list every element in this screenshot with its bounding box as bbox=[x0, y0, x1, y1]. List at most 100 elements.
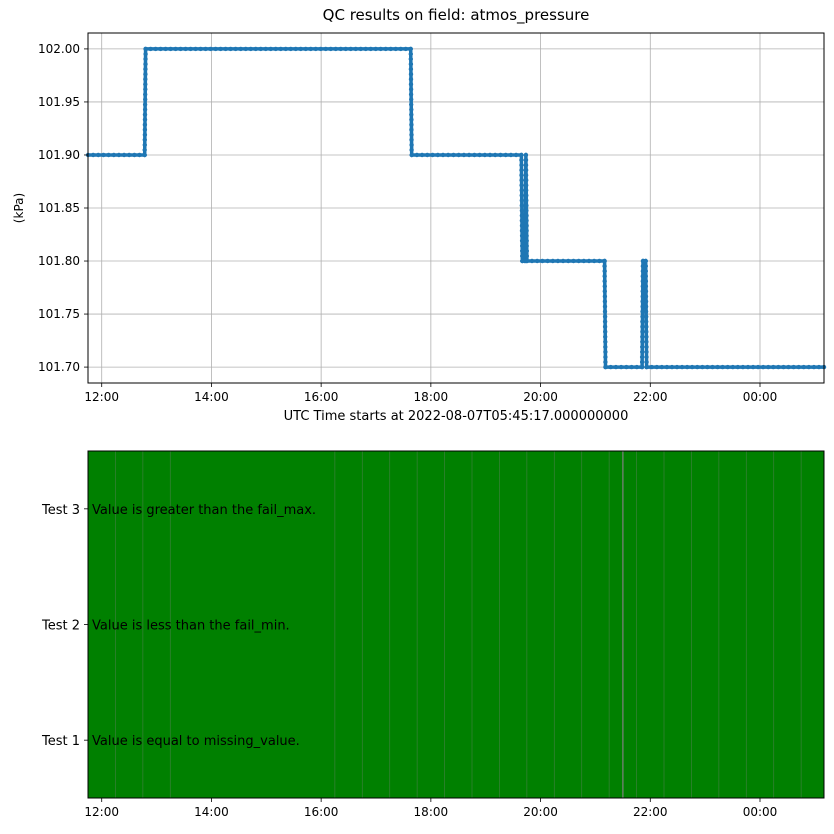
data-point bbox=[446, 152, 451, 158]
data-point bbox=[602, 289, 607, 294]
data-point bbox=[644, 319, 649, 324]
data-point bbox=[228, 46, 233, 52]
data-point bbox=[461, 152, 467, 158]
pressure-line-chart: QC results on field: atmos_pressure 12:0… bbox=[12, 6, 827, 424]
data-point bbox=[477, 152, 482, 158]
data-point bbox=[602, 263, 607, 269]
data-point bbox=[643, 268, 648, 274]
data-point bbox=[393, 46, 398, 52]
data-point bbox=[801, 364, 806, 370]
data-point bbox=[519, 218, 525, 223]
data-point bbox=[178, 46, 183, 52]
data-point bbox=[408, 66, 414, 72]
data-point bbox=[288, 46, 293, 52]
data-point bbox=[143, 51, 148, 57]
data-point bbox=[513, 152, 519, 158]
y-tick-label: 101.90 bbox=[38, 148, 80, 162]
data-point bbox=[142, 137, 147, 142]
data-point bbox=[644, 324, 649, 329]
data-point bbox=[705, 364, 710, 370]
pressure-x-axis: 12:00 14:00 16:00 18:00 20:00 22:00 00:00 bbox=[84, 383, 777, 404]
data-point bbox=[624, 364, 629, 370]
data-point bbox=[602, 314, 608, 319]
data-point bbox=[644, 354, 649, 360]
data-point bbox=[529, 258, 535, 264]
data-point bbox=[643, 299, 649, 304]
data-point bbox=[142, 127, 148, 132]
data-point bbox=[644, 314, 649, 319]
data-point bbox=[796, 364, 801, 370]
data-point bbox=[425, 152, 430, 158]
x-tick-label: 20:00 bbox=[523, 390, 558, 404]
data-point bbox=[700, 364, 705, 370]
data-point bbox=[664, 364, 670, 370]
data-point bbox=[640, 299, 645, 304]
data-point bbox=[679, 364, 685, 370]
data-point bbox=[143, 97, 148, 102]
data-point bbox=[603, 329, 608, 334]
y-tick-label: 101.70 bbox=[38, 360, 80, 374]
qc-annotation: Value is equal to missing_value. bbox=[92, 734, 300, 749]
data-point bbox=[158, 46, 163, 52]
data-point bbox=[409, 112, 414, 117]
data-point bbox=[263, 46, 268, 52]
data-point bbox=[643, 258, 648, 264]
data-point bbox=[328, 46, 333, 52]
data-point bbox=[524, 238, 529, 243]
data-point bbox=[408, 82, 414, 87]
data-point bbox=[408, 46, 413, 52]
data-point bbox=[603, 354, 608, 360]
qc-annotations: Value is equal to missing_value. Value is… bbox=[92, 503, 316, 749]
data-point bbox=[597, 258, 602, 264]
data-point bbox=[168, 46, 173, 52]
data-point bbox=[710, 364, 715, 370]
data-point bbox=[640, 309, 645, 314]
data-point bbox=[409, 142, 414, 148]
data-point bbox=[313, 46, 318, 52]
y-tick-label: 102.00 bbox=[38, 42, 80, 56]
data-point bbox=[806, 364, 811, 370]
data-point bbox=[188, 46, 193, 52]
data-point bbox=[674, 364, 680, 370]
data-point bbox=[740, 364, 746, 370]
data-point bbox=[550, 258, 555, 264]
x-axis-label: UTC Time starts at 2022-08-07T05:45:17.0… bbox=[284, 409, 629, 424]
data-point bbox=[508, 152, 514, 158]
data-point bbox=[643, 309, 649, 314]
data-point bbox=[523, 167, 529, 173]
data-point bbox=[745, 364, 751, 370]
qc-y-tick-label: Test 2 bbox=[41, 619, 80, 634]
data-point bbox=[143, 82, 148, 87]
data-point bbox=[198, 46, 203, 52]
y-tick-label: 101.80 bbox=[38, 254, 80, 268]
data-point bbox=[278, 46, 283, 52]
data-point bbox=[143, 66, 148, 72]
data-point bbox=[750, 364, 756, 370]
data-point bbox=[142, 107, 148, 112]
x-tick-label: 16:00 bbox=[304, 390, 339, 404]
data-point bbox=[602, 258, 607, 264]
data-point bbox=[649, 364, 654, 370]
data-point bbox=[363, 46, 368, 52]
data-point bbox=[816, 364, 822, 370]
data-point bbox=[524, 188, 529, 193]
data-point bbox=[127, 152, 132, 158]
data-point bbox=[524, 233, 529, 238]
data-point bbox=[142, 147, 147, 153]
data-point bbox=[766, 364, 771, 370]
data-point bbox=[143, 56, 148, 62]
data-point bbox=[524, 243, 529, 249]
y-tick-label: 101.75 bbox=[38, 307, 80, 321]
data-point bbox=[408, 77, 414, 82]
data-point bbox=[730, 364, 735, 370]
data-point bbox=[218, 46, 223, 52]
data-point bbox=[608, 364, 613, 370]
data-point bbox=[643, 289, 649, 294]
data-point bbox=[358, 46, 363, 52]
data-point bbox=[163, 46, 168, 52]
data-point bbox=[403, 46, 408, 52]
data-point bbox=[409, 132, 414, 137]
data-point bbox=[338, 46, 343, 52]
data-point bbox=[690, 364, 695, 370]
data-point bbox=[268, 46, 273, 52]
